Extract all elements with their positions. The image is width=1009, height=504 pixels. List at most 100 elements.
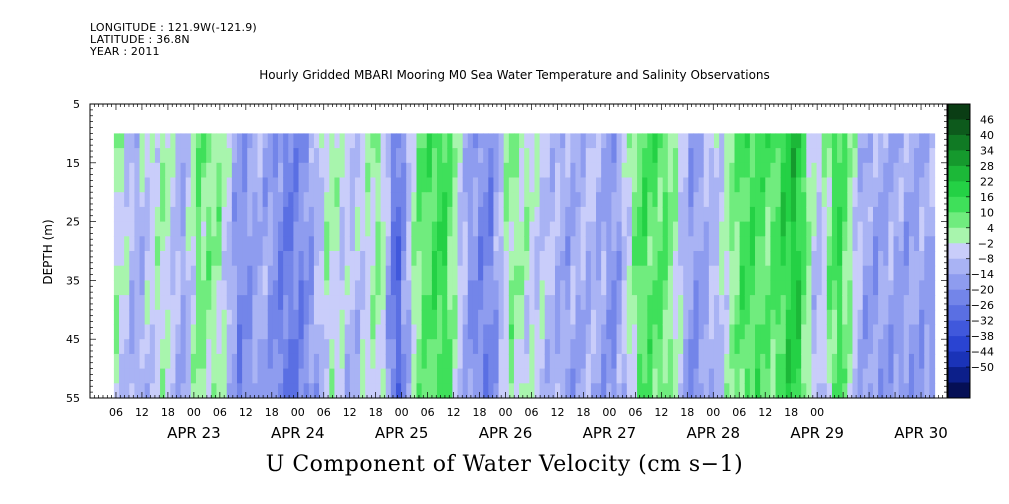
heatmap-cell [637,265,643,281]
heatmap-cell [842,309,848,326]
heatmap-cell [862,206,869,223]
heatmap-cell [765,162,772,179]
heatmap-cell [257,295,264,311]
heatmap-cell [570,251,577,267]
heatmap-cell [585,162,592,179]
heatmap-cell [596,265,602,281]
heatmap-cell [657,309,664,326]
heatmap-cell [329,162,336,179]
heatmap-cell [637,251,643,267]
heatmap-cell [837,353,843,370]
heatmap-cell [442,177,448,193]
heatmap-cell [324,368,330,384]
heatmap-cell [857,280,864,296]
heatmap-cell [180,383,187,399]
heatmap-cell [539,309,546,326]
heatmap-cell [842,177,848,193]
heatmap-cell [226,368,233,384]
heatmap-cell [267,206,274,223]
heatmap-cell [616,280,623,296]
heatmap-cell [226,251,233,267]
heatmap-cell [780,339,787,355]
heatmap-cell [226,383,233,399]
heatmap-cell [857,133,864,149]
heatmap-cell [324,192,330,208]
heatmap-cell [154,206,161,223]
heatmap-cell [431,148,438,164]
heatmap-cell [375,221,382,237]
heatmap-cell [380,265,387,281]
heatmap-cell [924,206,931,223]
heatmap-cell [647,353,654,370]
heatmap-cell [708,206,715,223]
heatmap-cell [519,265,525,281]
heatmap-cell [175,148,182,164]
heatmap-cell [837,148,843,164]
heatmap-cell [929,177,936,193]
heatmap-cell [380,148,387,164]
heatmap-cell [447,265,454,281]
heatmap-cell [580,133,587,149]
heatmap-cell [765,339,772,355]
heatmap-cell [626,206,633,223]
heatmap-cell [503,280,510,296]
heatmap-cell [749,368,756,384]
heatmap-cell [734,148,741,164]
heatmap-cell [811,251,818,267]
heatmap-cell [862,383,869,399]
heatmap-cell [611,265,618,281]
heatmap-cell [888,206,895,223]
heatmap-cell [242,206,248,223]
heatmap-cell [596,324,602,340]
heatmap-cell [467,280,474,296]
heatmap-cell [319,236,325,252]
heatmap-cell [247,309,253,326]
heatmap-cell [652,309,659,326]
heatmap-cell [606,295,613,311]
heatmap-cell [380,133,387,149]
heatmap-cell [606,309,613,326]
heatmap-cell [678,236,684,252]
heatmap-cell [293,280,300,296]
heatmap-cell [611,251,618,267]
heatmap-cell [262,265,269,281]
heatmap-cell [493,295,500,311]
heatmap-cell [662,295,669,311]
heatmap-cell [360,206,366,223]
heatmap-cell [785,133,792,149]
heatmap-cell [195,236,202,252]
heatmap-cell [806,339,813,355]
heatmap-cell [739,148,746,164]
heatmap-cell [826,324,833,340]
heatmap-cell [601,133,607,149]
heatmap-cell [565,339,571,355]
heatmap-cell [370,383,377,399]
heatmap-cell [796,383,802,399]
heatmap-cell [426,133,433,149]
heatmap-cell [821,353,828,370]
heatmap-cell [713,192,720,208]
heatmap-cell [406,148,412,164]
heatmap-cell [667,339,674,355]
heatmap-cell [447,280,454,296]
heatmap-cell [437,339,443,355]
heatmap-cell [267,280,274,296]
heatmap-cell [734,383,741,399]
heatmap-cell [519,251,525,267]
heatmap-cell [154,339,161,355]
heatmap-cell [688,324,695,340]
heatmap-cell [883,133,889,149]
heatmap-cell [565,324,571,340]
heatmap-cell [852,148,859,164]
heatmap-cell [421,383,428,399]
heatmap-cell [319,280,325,296]
heatmap-cell [734,280,741,296]
heatmap-cell [888,368,895,384]
heatmap-cell [365,280,371,296]
x-tick-label: 18 [161,406,175,419]
heatmap-cell [165,162,171,179]
heatmap-cell [252,280,259,296]
heatmap-cell [252,295,259,311]
heatmap-cell [637,309,643,326]
heatmap-cell [344,133,351,149]
